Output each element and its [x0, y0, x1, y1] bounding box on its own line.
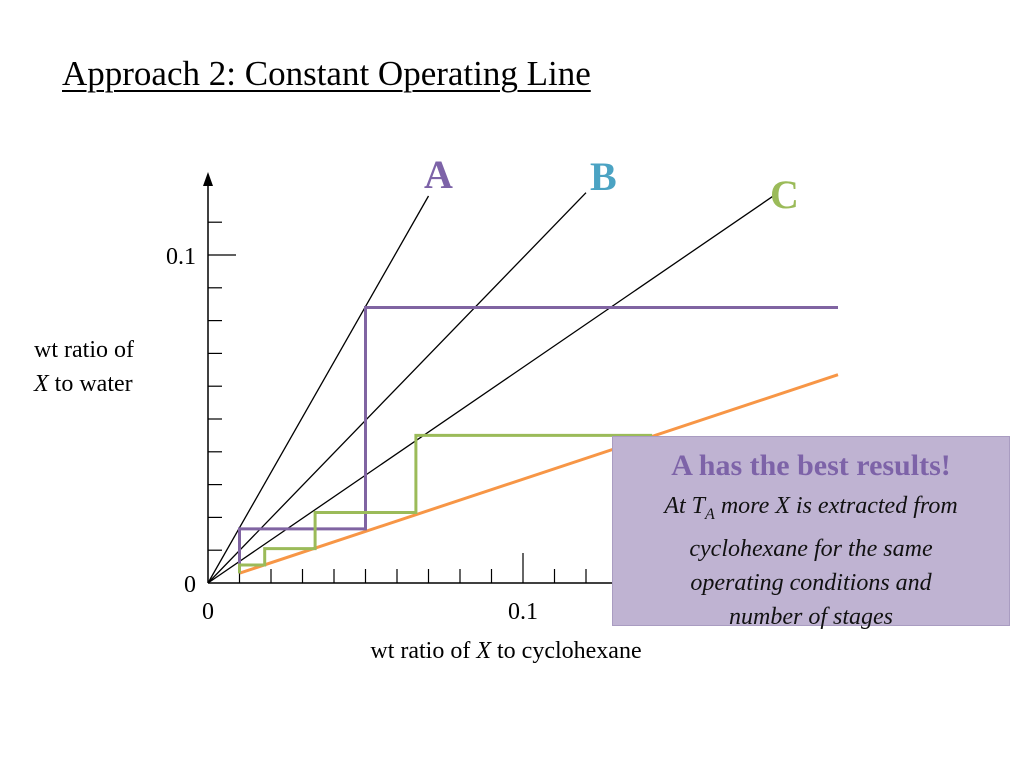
curve-label-c: C	[770, 172, 799, 217]
y-tick-label: 0	[184, 572, 196, 598]
slide-title: Approach 2: Constant Operating Line	[62, 54, 591, 93]
callout-heading: A has the best results!	[671, 449, 951, 482]
x-axis-label-suffix: to cyclohexane	[491, 638, 642, 664]
curve-label-b: B	[590, 154, 617, 199]
series-stages-c	[238, 433, 653, 574]
callout-line-2: cyclohexane for the same	[689, 535, 933, 562]
series-b	[207, 192, 587, 584]
y-axis-label-line2: X to water	[33, 371, 133, 397]
y-axis-label-line1: wt ratio of	[34, 337, 134, 363]
curve-label-a: A	[424, 152, 453, 197]
callout-box: A has the best results! At TA more X is …	[612, 436, 1010, 630]
series-operating-line	[239, 373, 839, 575]
x-axis-label-prefix: wt ratio of	[370, 638, 476, 664]
y-tick-label: 0.1	[166, 244, 196, 270]
series-a	[207, 195, 430, 584]
callout-line-1: At TA more X is extracted from	[613, 489, 1009, 532]
x-tick-label: 0	[202, 599, 214, 625]
callout-line-1-subscript: A	[705, 505, 715, 523]
callout-line-1-suffix: more X is extracted from	[714, 493, 958, 519]
callout-line-4: number of stages	[729, 603, 893, 630]
x-tick-label: 0.1	[508, 599, 538, 625]
y-axis-label-italic: X	[33, 371, 50, 397]
x-axis-label-italic: X	[475, 638, 492, 664]
series-c	[207, 192, 779, 584]
x-axis-label: wt ratio of X to cyclohexane	[370, 638, 641, 664]
y-axis-arrow	[203, 172, 213, 186]
callout-line-1-prefix: At T	[664, 493, 706, 519]
y-axis-label-suffix: to water	[49, 371, 133, 397]
series-stages-a	[238, 306, 838, 574]
callout-line-3: operating conditions and	[690, 569, 932, 596]
